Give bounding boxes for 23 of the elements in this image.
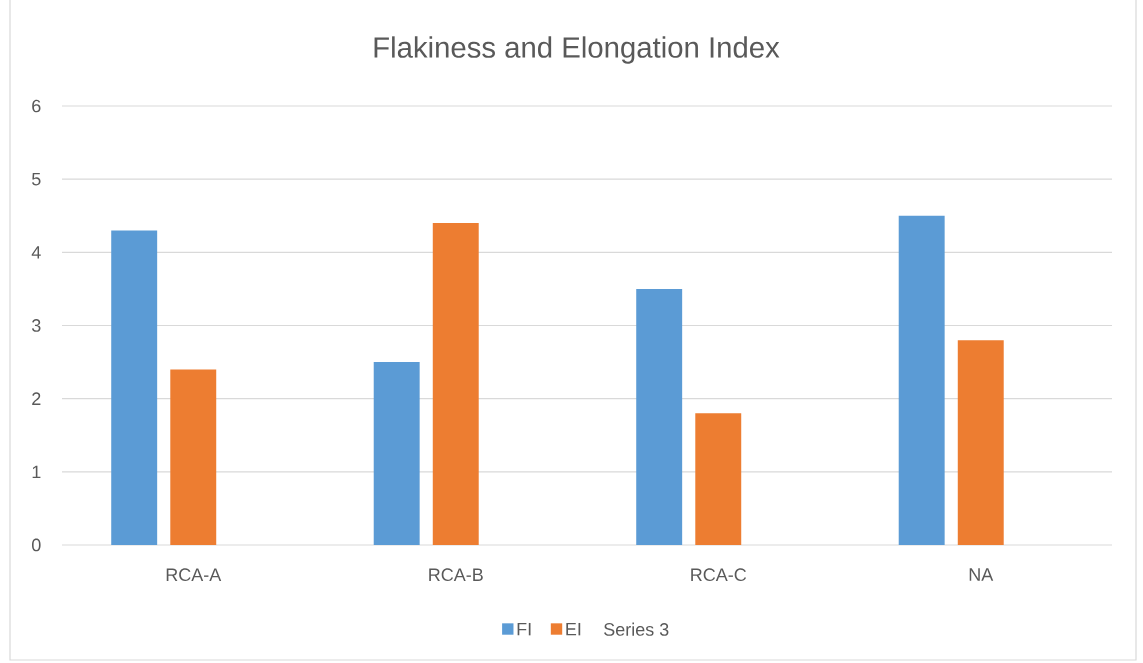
y-tick-label: 5 xyxy=(32,172,41,186)
y-tick-label: 2 xyxy=(32,392,41,405)
x-tick-label: RCA-C xyxy=(691,568,747,582)
legend-label: EI xyxy=(566,622,581,636)
y-tick-label: 1 xyxy=(32,465,41,479)
bar xyxy=(636,288,683,545)
chart-title: Flakiness and Elongation Index xyxy=(374,36,780,64)
x-tick-label: NA xyxy=(969,568,994,581)
bar xyxy=(957,340,1004,545)
x-tick-label: RCA-A xyxy=(166,568,222,582)
bar xyxy=(898,215,945,545)
bar xyxy=(695,413,742,545)
text: Series 3 xyxy=(604,622,669,636)
x-tick-label: RCA-B xyxy=(429,568,483,582)
bar xyxy=(170,369,217,545)
y-tick-label: 3 xyxy=(31,319,41,332)
y-tick-label: 4 xyxy=(31,246,41,259)
legend-label: FI xyxy=(517,622,531,636)
y-tick-label: 6 xyxy=(32,99,41,113)
bar xyxy=(432,223,479,545)
bar xyxy=(373,362,420,545)
bar xyxy=(111,230,158,545)
y-tick-label: 0 xyxy=(32,538,41,552)
